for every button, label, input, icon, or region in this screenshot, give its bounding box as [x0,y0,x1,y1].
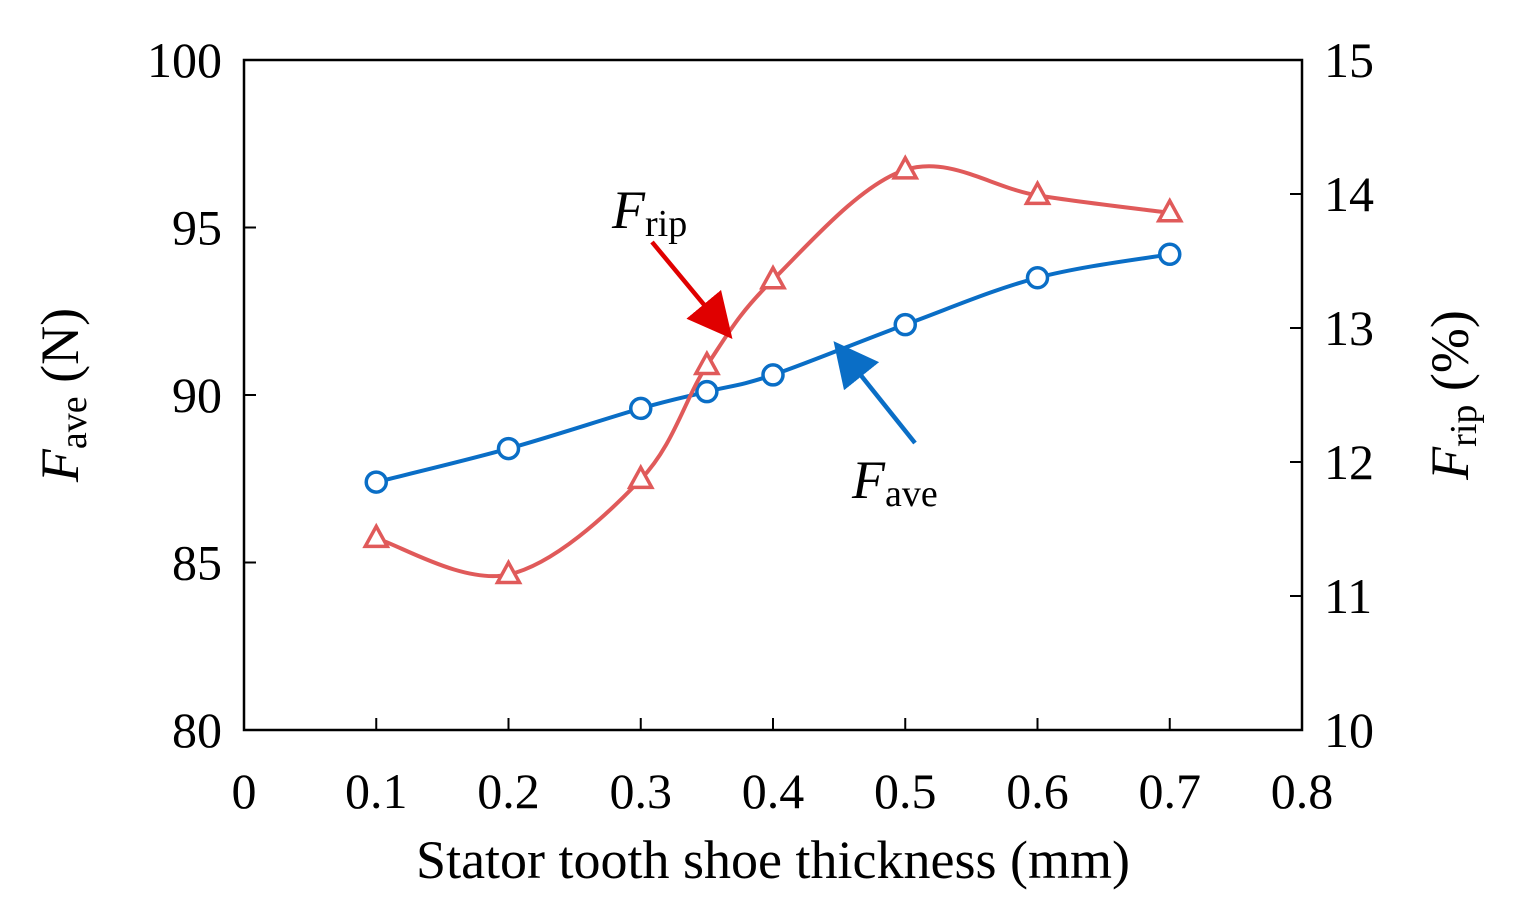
x-tick-label: 0.6 [1006,763,1069,819]
data-point-circle [761,363,785,387]
x-tick-label: 0.8 [1271,763,1334,819]
data-point-circle [629,396,653,421]
data-point-triangle [891,154,920,180]
series-2 [362,154,1184,585]
x-tick-label: 0 [232,763,257,819]
annotation-layer: Frip Fave [611,180,938,515]
left-y-axis-ticks: 80 85 90 95 100 [147,32,256,758]
data-point-triangle [362,522,391,549]
annotation-arrow [833,341,917,445]
series-line [375,164,1171,579]
data-point-triangle [1155,197,1184,223]
x-tick-label: 0.7 [1139,763,1202,819]
data-point-triangle [494,558,523,585]
x-tick-label: 0.4 [742,763,805,819]
data-point-circle [1158,242,1182,267]
right-y-tick-label: 10 [1324,702,1374,758]
right-y-tick-label: 15 [1324,32,1374,88]
data-point-circle [364,470,388,494]
annotation-label: Frip [611,180,687,245]
right-y-axis-title: Frip (%) [1420,310,1485,481]
data-point-triangle [759,264,787,290]
right-y-axis-ticks: 10 11 12 13 14 15 [1290,32,1374,758]
x-tick-label: 0.3 [610,763,673,819]
right-y-tick-label: 11 [1324,568,1372,624]
right-y-tick-label: 14 [1324,166,1374,222]
series-layer [362,154,1184,585]
right-y-tick-label: 12 [1324,434,1374,490]
data-point-triangle [1023,179,1052,206]
data-point-circle [496,436,521,461]
x-tick-label: 0.5 [874,763,937,819]
series-1 [364,242,1182,494]
x-axis-title: Stator tooth shoe thickness (mm) [416,830,1130,890]
x-axis-ticks: 0 0.1 0.2 0.3 0.4 0.5 0.6 0.7 0.8 [232,718,1334,819]
left-y-tick-label: 85 [172,535,222,591]
left-y-tick-label: 95 [172,200,222,256]
x-tick-label: 0.2 [477,763,540,819]
left-y-tick-label: 90 [172,367,222,423]
x-tick-label: 0.1 [345,763,408,819]
data-point-circle [1025,266,1050,290]
annotation-arrow [650,240,733,339]
data-point-circle [695,379,719,404]
left-y-axis-title: Fave (N) [30,308,95,483]
left-y-tick-label: 100 [147,32,222,88]
left-y-tick-label: 80 [172,702,222,758]
data-point-circle [893,312,917,337]
annotation-label: Fave [851,450,938,515]
right-y-tick-label: 13 [1324,300,1374,356]
data-point-triangle [626,463,655,490]
data-point-triangle [692,349,721,376]
plot-frame [242,58,1304,732]
